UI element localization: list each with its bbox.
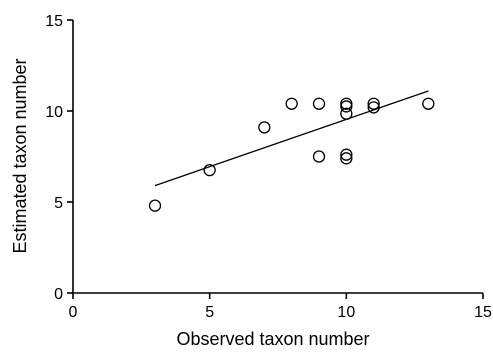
fit-line-group [154, 90, 429, 187]
x-tick-label: 15 [474, 304, 492, 321]
data-point [258, 121, 271, 134]
y-tick-label: 10 [45, 104, 63, 121]
data-point [312, 97, 326, 110]
axis-ticks: 0 5 10 15 0 5 10 15 [45, 13, 492, 321]
data-point [340, 152, 353, 165]
y-tick-label: 15 [45, 13, 63, 30]
x-tick-label: 5 [205, 304, 214, 321]
axes [72, 20, 483, 294]
x-axis-title: Observed taxon number [176, 329, 369, 349]
data-point [367, 97, 380, 110]
data-point [340, 107, 353, 120]
data-point [203, 163, 216, 177]
data-point [148, 199, 162, 212]
data-point [340, 97, 353, 110]
y-axis-title: Estimated taxon number [10, 58, 30, 253]
x-tick-label: 10 [337, 304, 355, 321]
x-tick-label: 0 [69, 304, 78, 321]
regression-line [154, 90, 429, 187]
data-point [422, 97, 435, 110]
data-point [312, 150, 326, 163]
data-point [340, 148, 353, 161]
y-tick-label: 0 [54, 286, 63, 303]
y-tick-label: 5 [54, 195, 63, 212]
data-point [367, 101, 380, 114]
data-point [285, 97, 298, 110]
data-points [148, 97, 435, 212]
data-point [340, 100, 353, 113]
